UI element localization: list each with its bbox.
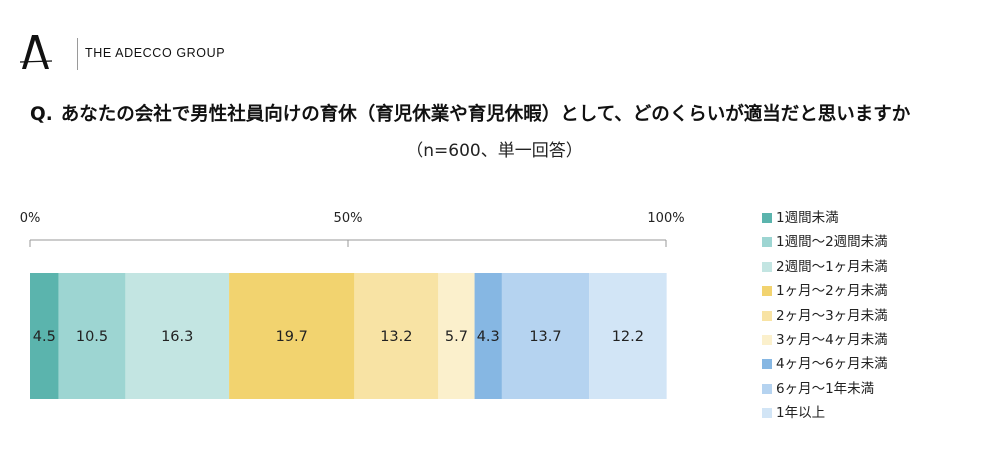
legend-label: 1年以上 [776,405,826,422]
logo-separator [77,38,78,70]
legend-label: 2週間～1ヶ月未満 [776,258,888,275]
legend-label: 1ヶ月～2ヶ月未満 [776,283,888,300]
legend-item: 2週間～1ヶ月未満 [762,259,982,283]
x-tick-label: 100% [647,211,684,226]
bar-data-label: 12.2 [612,329,644,345]
legend-item: 1年以上 [762,405,982,429]
legend-swatch [762,334,772,345]
legend-swatch [762,359,772,370]
bar-segment [589,273,667,399]
legend-item: 3ヶ月～4ヶ月未満 [762,332,982,356]
legend-swatch [762,237,772,248]
sample-size-subtitle: （n=600、単一回答） [406,141,583,161]
bar-segment [438,273,475,399]
legend-swatch [762,213,772,223]
bar-data-label: 13.2 [380,329,412,345]
bar-data-label: 10.5 [76,329,108,345]
logo-text: THE ADECCO GROUP [85,46,226,60]
legend-swatch [762,286,772,297]
question-prefix: Q. [30,104,53,125]
legend-label: 3ヶ月～4ヶ月未満 [776,331,888,348]
bar-segment [30,273,59,399]
bar-segment [229,273,355,399]
bar-data-label: 16.3 [161,329,193,345]
legend-item: 1ヶ月～2ヶ月未満 [762,283,982,307]
bar-data-label: 19.7 [276,329,308,345]
x-tick-label: 50% [334,211,363,226]
legend-item: 6ヶ月～1年未満 [762,381,982,405]
legend-swatch [762,383,772,394]
chart-legend: 1週間未満 1週間～2週間未満 2週間～1ヶ月未満 1ヶ月～2ヶ月未満 2ヶ月～3ヶ月未… [762,210,982,430]
bar-segment [125,273,230,399]
stacked-bar-chart: 0% 50% 100% 4.5 10.5 16.3 19.7 13.2 5.7 4.3 13.7 12… [20,211,685,399]
company-logo: THE ADECCO GROUP [18,34,225,74]
legend-item: 1週間未満 [762,210,982,234]
legend-label: 4ヶ月～6ヶ月未満 [776,356,888,373]
legend-label: 1週間～2週間未満 [776,234,888,251]
bar-segment [474,273,502,399]
adecco-a-logo-icon [19,35,53,69]
legend-swatch [762,310,772,321]
legend-swatch [762,261,772,272]
legend-label: 1週間未満 [776,210,839,226]
bar-segment [58,273,126,399]
legend-label: 2ヶ月～3ヶ月未満 [776,307,888,324]
x-tick-label: 0% [20,211,41,226]
bar-data-label: 4.5 [33,329,56,345]
legend-item: 2ヶ月～3ヶ月未満 [762,308,982,332]
bar-segment [354,273,439,399]
legend-item: 1週間～2週間未満 [762,234,982,258]
question-title: Q. あなたの会社で男性社員向けの育休（育児休業や育児休暇）として、どのくらいが適… [30,100,970,126]
legend-item: 4ヶ月～6ヶ月未満 [762,356,982,380]
question-text: あなたの会社で男性社員向けの育休（育児休業や育児休暇）として、どのくらいが適当だ… [60,104,911,125]
bar-data-label: 4.3 [477,329,500,345]
bar-data-label: 13.7 [529,329,561,345]
bar-data-label: 5.7 [445,329,468,345]
bar-segment [501,273,590,399]
legend-swatch [762,408,772,419]
legend-label: 6ヶ月～1年未満 [776,380,875,397]
